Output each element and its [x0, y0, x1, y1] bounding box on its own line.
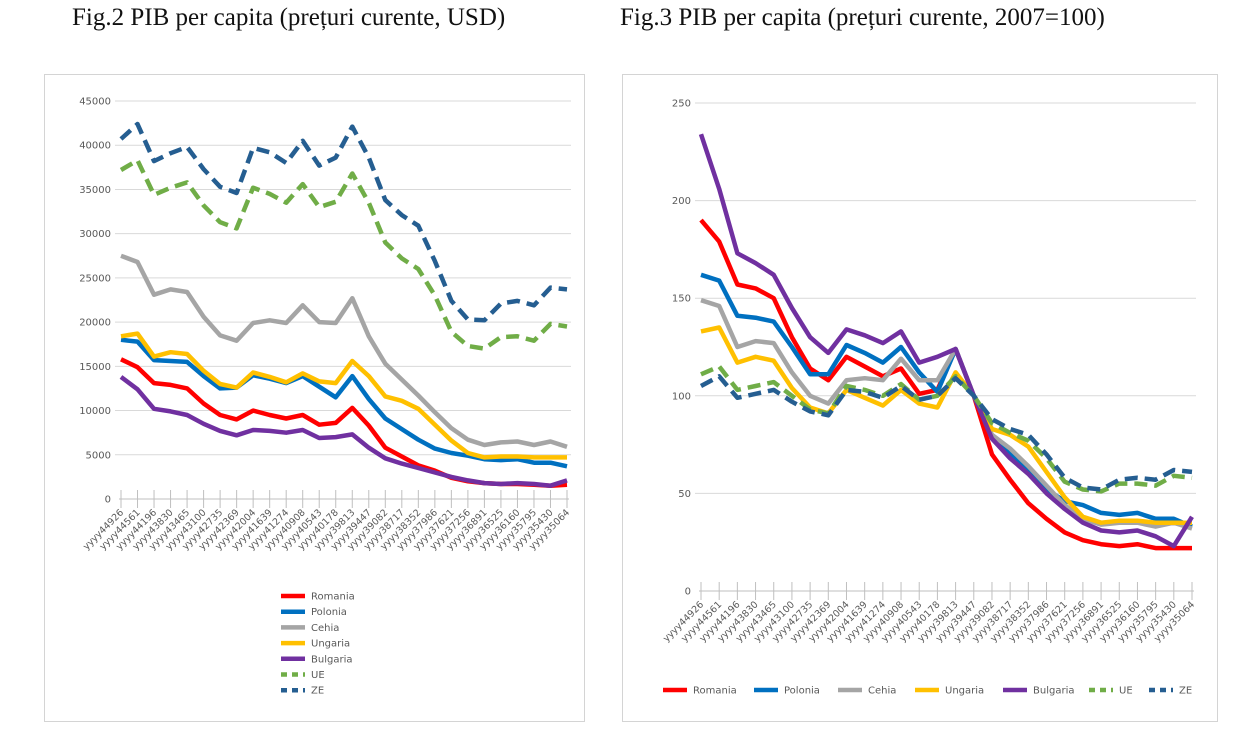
legend-label: ZE — [1179, 686, 1192, 697]
series-line-cehia — [120, 253, 568, 449]
legend-item-ungaria: Ungaria — [281, 639, 350, 650]
legend-item-bulgaria: Bulgaria — [281, 654, 352, 665]
legend-label: Romania — [693, 686, 737, 697]
legend-label: Ungaria — [945, 686, 984, 697]
series-line-ze — [699, 374, 1193, 492]
y-tick-label: 40000 — [79, 141, 111, 152]
y-tick-label: 100 — [672, 391, 691, 402]
legend-item-cehia: Cehia — [838, 686, 896, 697]
y-tick-label: 150 — [672, 294, 691, 305]
legend-item-ze: ZE — [281, 686, 324, 697]
legend-item-romania: Romania — [281, 592, 355, 603]
legend-label: UE — [311, 670, 325, 681]
y-tick-label: 200 — [672, 196, 691, 207]
legend-label: Cehia — [868, 686, 896, 697]
y-tick-label: 45000 — [79, 97, 111, 108]
y-tick-label: 0 — [105, 495, 111, 506]
legend-label: Romania — [311, 592, 355, 603]
y-tick-label: 50 — [678, 489, 691, 500]
series-line-polonia — [700, 272, 1193, 529]
series-line-polonia — [120, 337, 568, 469]
y-tick-label: 10000 — [79, 406, 111, 417]
series-line-ze — [119, 121, 568, 323]
series-line-cehia — [700, 298, 1193, 531]
legend-label: Ungaria — [311, 639, 350, 650]
legend-item-bulgaria: Bulgaria — [1003, 686, 1074, 697]
chart-title-fig2: Fig.2 PIB per capita (prețuri curente, U… — [72, 4, 506, 31]
legend-item-romania: Romania — [663, 686, 737, 697]
y-tick-label: 5000 — [86, 450, 111, 461]
legend-item-ze: ZE — [1149, 686, 1192, 697]
legend-label: ZE — [311, 686, 324, 697]
series-line-ungaria — [120, 331, 567, 460]
line-chart-fig2: 0 5000 10000 15000 20000 25000 30000 35000 40000… — [79, 97, 572, 697]
legend-item-cehia: Cehia — [281, 623, 339, 634]
legend-label: UE — [1119, 686, 1133, 697]
y-tick-label: 15000 — [79, 362, 111, 373]
y-tick-label: 0 — [685, 587, 691, 598]
y-tick-label: 250 — [672, 99, 691, 110]
series-line-bulgaria — [698, 133, 1194, 549]
series-line-romania — [120, 357, 568, 488]
legend-label: Cehia — [311, 623, 339, 634]
legend-label: Polonia — [784, 686, 820, 697]
y-tick-label: 25000 — [79, 273, 111, 284]
y-tick-label: 20000 — [79, 318, 111, 329]
y-tick-label: 30000 — [79, 229, 111, 240]
y-tick-label: 35000 — [79, 185, 111, 196]
legend-item-ungaria: Ungaria — [915, 686, 984, 697]
series-line-ue — [119, 158, 568, 351]
legend-item-ue: UE — [1089, 686, 1133, 697]
series-line-bulgaria — [119, 375, 568, 488]
line-chart-fig3: 050100150200250yyyy44926yyyy44561yyyy441… — [661, 99, 1197, 697]
legend-item-polonia: Polonia — [754, 686, 820, 697]
legend-item-polonia: Polonia — [281, 607, 347, 618]
legend-label: Bulgaria — [311, 654, 352, 665]
legend-label: Polonia — [311, 607, 347, 618]
legend-label: Bulgaria — [1033, 686, 1074, 697]
legend-item-ue: UE — [281, 670, 325, 681]
chart-frame-fig2: 0 5000 10000 15000 20000 25000 30000 35000 40000… — [44, 74, 585, 722]
chart-frame-fig3: 0 50 100 150 200 250 yyyy44926 yyyy44561 yyyy441… — [622, 74, 1218, 722]
chart-title-fig3: Fig.3 PIB per capita (prețuri curente, 2… — [620, 4, 1105, 31]
